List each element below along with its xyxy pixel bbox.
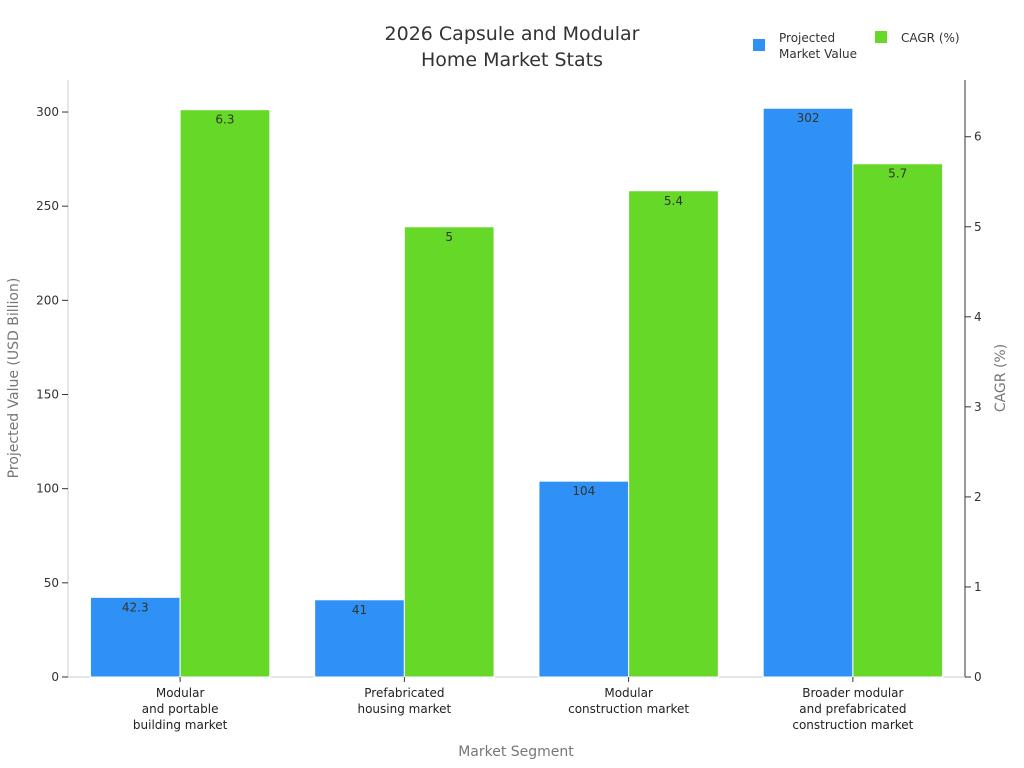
- chart-title-line-1: 2026 Capsule and Modular: [385, 23, 640, 45]
- y-tick-label-left: 0: [51, 670, 59, 684]
- legend-label-value-line-1: Projected: [779, 31, 835, 45]
- x-tick-label: construction market: [568, 702, 689, 716]
- y-tick-label-right: 0: [974, 670, 982, 684]
- data-label-cagr: 5.7: [888, 167, 907, 181]
- chart-title-line-2: Home Market Stats: [421, 49, 603, 71]
- bar-cagr: [403, 226, 495, 678]
- y-tick-label-left: 200: [36, 293, 59, 307]
- x-tick-label: Modular: [156, 686, 205, 700]
- y-tick-label-left: 250: [36, 199, 59, 213]
- x-tick-label: Modular: [604, 686, 653, 700]
- legend-swatch-value: [753, 39, 765, 51]
- y-tick-label-left: 100: [36, 482, 59, 496]
- bar-cagr: [852, 163, 944, 678]
- bar-projected-value: [538, 480, 630, 678]
- data-label-cagr: 5: [445, 230, 453, 244]
- y-tick-label-left: 50: [44, 576, 59, 590]
- bar-cagr: [628, 190, 719, 678]
- plot-area: 0 50 100 150 200 250 300 0 1 2 3 4 5 6 42.3 6.3 Modular a…: [36, 80, 982, 732]
- x-tick-label: Broader modular: [802, 686, 903, 700]
- legend-label-value-line-2: Market Value: [779, 47, 857, 61]
- x-tick-label: housing market: [357, 702, 451, 716]
- x-tick-label: and prefabricated: [799, 702, 906, 716]
- y-axis-title-right: CAGR (%): [993, 344, 1009, 412]
- bar-projected-value: [89, 596, 181, 678]
- legend: Projected Market Value CAGR (%): [753, 31, 960, 61]
- y-tick-label-right: 1: [974, 580, 982, 594]
- y-tick-label-left: 150: [36, 388, 59, 402]
- x-tick-label: construction market: [792, 718, 913, 732]
- bar-cagr: [179, 109, 271, 678]
- data-label-projected-value: 41: [352, 603, 367, 617]
- x-axis-title: Market Segment: [458, 744, 574, 760]
- x-tick-label: building market: [133, 718, 228, 732]
- data-label-cagr: 5.4: [664, 194, 683, 208]
- x-tick-label: and portable: [142, 702, 219, 716]
- y-tick-label-right: 2: [974, 490, 982, 504]
- legend-swatch-cagr: [875, 31, 887, 43]
- data-label-cagr: 6.3: [215, 113, 234, 127]
- bar-projected-value: [762, 107, 854, 678]
- legend-label-cagr: CAGR (%): [901, 31, 960, 45]
- data-label-projected-value: 104: [572, 484, 595, 498]
- y-tick-label-right: 5: [974, 220, 982, 234]
- x-tick-label: Prefabricated: [364, 686, 444, 700]
- y-tick-label-right: 6: [974, 130, 982, 144]
- data-label-projected-value: 302: [797, 111, 820, 125]
- y-tick-label-right: 4: [974, 310, 982, 324]
- data-label-projected-value: 42.3: [122, 600, 149, 614]
- y-tick-label-left: 300: [36, 105, 59, 119]
- y-tick-label-right: 3: [974, 400, 982, 414]
- bar-projected-value: [314, 599, 405, 678]
- y-axis-title-left: Projected Value (USD Billion): [6, 278, 22, 479]
